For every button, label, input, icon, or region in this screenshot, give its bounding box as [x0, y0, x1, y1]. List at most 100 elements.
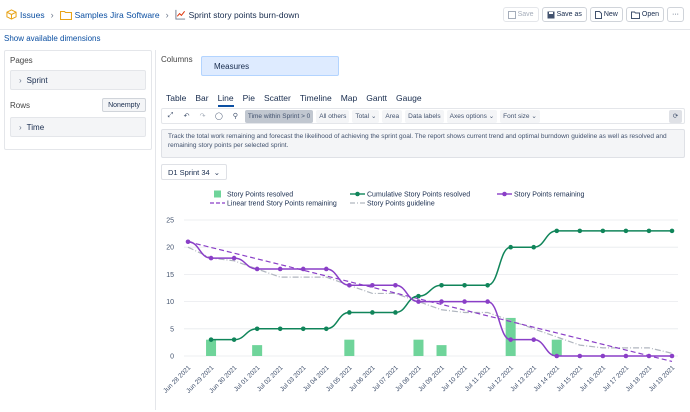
point-story-points-remaining	[554, 353, 560, 359]
bar-story-points-resolved	[505, 317, 516, 356]
rows-dimension-label: Time	[26, 122, 45, 132]
redo-icon[interactable]: ↷	[199, 113, 206, 120]
point-story-points-remaining	[531, 337, 537, 342]
point-cumulative-resolved	[439, 282, 444, 288]
point-story-points-remaining	[485, 299, 490, 304]
axes-options-dropdown[interactable]: Axes options ⌄	[446, 109, 498, 123]
all-others-toggle[interactable]: All others	[316, 109, 350, 123]
save-as-label: Save as	[556, 11, 582, 18]
legend-marker-2	[502, 191, 507, 197]
pages-section-label: Pages	[10, 56, 33, 65]
breadcrumb-separator-icon: ›	[50, 9, 54, 20]
new-button[interactable]: New	[589, 7, 623, 22]
point-cumulative-resolved	[646, 228, 652, 234]
chevron-right-icon: ›	[19, 122, 22, 132]
sprint-page-selector[interactable]: D1 Sprint 34 ⌄	[161, 164, 227, 180]
breadcrumb-separator-icon: ›	[165, 9, 169, 20]
chart-type-tabs: Table Bar Line Pie Scatter Timeline Map Gantt Ga…	[166, 93, 422, 107]
point-cumulative-resolved	[208, 337, 214, 342]
comment-icon[interactable]: ◯	[215, 113, 223, 120]
point-story-points-remaining	[669, 353, 675, 359]
folder-open-icon	[630, 11, 640, 19]
save-icon	[547, 11, 555, 18]
point-story-points-remaining	[277, 266, 283, 272]
tab-map[interactable]: Map	[340, 93, 358, 103]
point-story-points-remaining	[623, 353, 629, 359]
open-button[interactable]: Open	[625, 7, 664, 22]
point-story-points-remaining	[254, 266, 260, 272]
y-tick-label: 0	[170, 354, 174, 361]
point-cumulative-resolved	[485, 282, 490, 288]
tab-gauge[interactable]: Gauge	[396, 93, 422, 103]
breadcrumb-issues-label: Issues	[20, 9, 45, 20]
bar-story-points-resolved	[344, 339, 355, 356]
tab-bar[interactable]: Bar	[195, 93, 209, 103]
nonempty-toggle[interactable]: Nonempty	[102, 98, 146, 112]
bar-story-points-resolved	[206, 339, 217, 356]
chevron-down-icon: ⌄	[370, 113, 377, 120]
tab-gantt[interactable]: Gantt	[366, 93, 388, 103]
line-story-points-remaining	[187, 241, 672, 357]
columns-section-label: Columns	[161, 55, 193, 64]
font-size-dropdown[interactable]: Font size ⌄	[500, 109, 540, 123]
data-labels-toggle[interactable]: Data labels	[405, 109, 444, 123]
point-story-points-remaining	[600, 353, 606, 359]
report-main: Columns Measures Table Bar Line Pie Scatter T…	[155, 50, 688, 410]
area-toggle[interactable]: Area	[382, 109, 403, 123]
chevron-right-icon: ›	[19, 75, 22, 85]
rows-time-dimension[interactable]: › Time	[10, 117, 146, 137]
more-options-icon: ···	[672, 11, 679, 18]
point-story-points-remaining	[416, 299, 421, 304]
point-story-points-remaining	[300, 266, 306, 272]
y-tick-label: 15	[166, 272, 174, 279]
rows-header: Rows Nonempty	[10, 98, 146, 112]
point-story-points-remaining	[577, 353, 583, 359]
report-actions: Save Save as New Open ···	[502, 7, 684, 22]
columns-measures-dimension[interactable]: Measures	[201, 56, 339, 76]
refresh-icon[interactable]: ⟳	[669, 109, 682, 123]
point-cumulative-resolved	[462, 282, 467, 288]
point-cumulative-resolved	[416, 293, 421, 299]
y-tick-label: 25	[166, 218, 174, 225]
tab-line[interactable]: Line	[217, 93, 234, 107]
cube-icon	[6, 9, 17, 20]
save-label: Save	[517, 11, 534, 18]
chevron-down-icon: ⌄	[488, 113, 495, 120]
new-document-icon	[594, 10, 602, 19]
more-options-button[interactable]: ···	[667, 7, 684, 22]
point-cumulative-resolved	[231, 337, 237, 342]
point-story-points-remaining	[646, 353, 652, 359]
y-tick-label: 20	[166, 245, 174, 252]
breadcrumb-folder[interactable]: Samples Jira Software	[59, 10, 160, 20]
point-story-points-remaining	[439, 299, 444, 304]
legend-label-3: Linear trend Story Points remaining	[227, 201, 337, 208]
legend-label-4: Story Points guideline	[367, 201, 435, 208]
chart-toolbar: ⤢ ↶ ↷ ◯ ⚲ Time within Sprint > 0 All oth…	[161, 108, 685, 124]
point-cumulative-resolved	[623, 228, 629, 234]
save-as-button[interactable]: Save as	[541, 7, 587, 22]
save-button[interactable]: Save	[502, 7, 539, 22]
tab-scatter[interactable]: Scatter	[263, 93, 291, 103]
pin-icon[interactable]: ⚲	[232, 113, 238, 120]
show-available-dimensions-link[interactable]: Show available dimensions	[4, 34, 101, 43]
breadcrumb-issues[interactable]: Issues	[6, 9, 45, 20]
point-story-points-remaining	[208, 255, 214, 261]
time-within-sprint-filter[interactable]: Time within Sprint > 0	[244, 109, 314, 123]
undo-icon[interactable]: ↶	[183, 113, 190, 120]
point-cumulative-resolved	[508, 244, 513, 250]
sprint-page-selector-value: D1 Sprint 34	[168, 167, 210, 177]
point-story-points-remaining	[323, 266, 329, 272]
total-label: Total	[355, 112, 370, 120]
bar-story-points-resolved	[252, 345, 263, 356]
open-label: Open	[641, 11, 659, 18]
tab-pie[interactable]: Pie	[242, 93, 255, 103]
tab-timeline[interactable]: Timeline	[299, 93, 332, 103]
bar-story-points-resolved	[436, 345, 447, 356]
top-bar: Issues › Samples Jira Software › Sprint …	[0, 0, 690, 30]
point-cumulative-resolved	[577, 228, 583, 234]
fullscreen-icon[interactable]: ⤢	[167, 112, 174, 119]
tab-table[interactable]: Table	[166, 93, 187, 103]
point-cumulative-resolved	[669, 228, 675, 234]
pages-sprint-dimension[interactable]: › Sprint	[10, 70, 146, 90]
total-dropdown[interactable]: Total ⌄	[352, 109, 380, 123]
